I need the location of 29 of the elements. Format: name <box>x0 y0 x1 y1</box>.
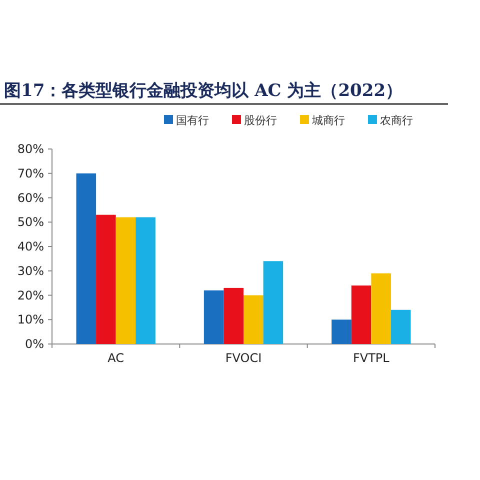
legend-label: 股份行 <box>244 114 277 127</box>
bar <box>332 320 352 344</box>
bar <box>351 286 372 344</box>
bar <box>224 288 244 344</box>
bar <box>390 310 411 344</box>
bar <box>263 261 284 344</box>
y-tick-label: 10% <box>17 312 44 327</box>
x-tick-label: FVTPL <box>352 351 390 365</box>
y-tick-label: 80% <box>17 142 44 156</box>
y-tick-label: 30% <box>17 264 44 278</box>
x-tick-label: AC <box>108 351 124 365</box>
y-tick-label: 40% <box>17 240 44 254</box>
y-tick-label: 50% <box>17 215 44 230</box>
chart-title: 图17：各类型银行金融投资均以 AC 为主（2022） <box>4 81 403 101</box>
legend-label: 城商行 <box>311 114 345 127</box>
bar <box>116 217 136 344</box>
bar <box>204 290 224 344</box>
bar <box>244 295 264 344</box>
y-tick-label: 0% <box>24 337 44 351</box>
legend-label: 国有行 <box>176 114 209 127</box>
y-tick-label: 70% <box>17 166 44 180</box>
y-tick-label: 20% <box>17 288 44 302</box>
bar <box>76 173 96 344</box>
y-tick-label: 60% <box>17 190 44 205</box>
bar <box>371 273 391 344</box>
bar <box>136 217 156 344</box>
bar <box>96 214 116 344</box>
x-tick-label: FVOCI <box>225 351 262 365</box>
legend-label: 农商行 <box>380 114 413 127</box>
